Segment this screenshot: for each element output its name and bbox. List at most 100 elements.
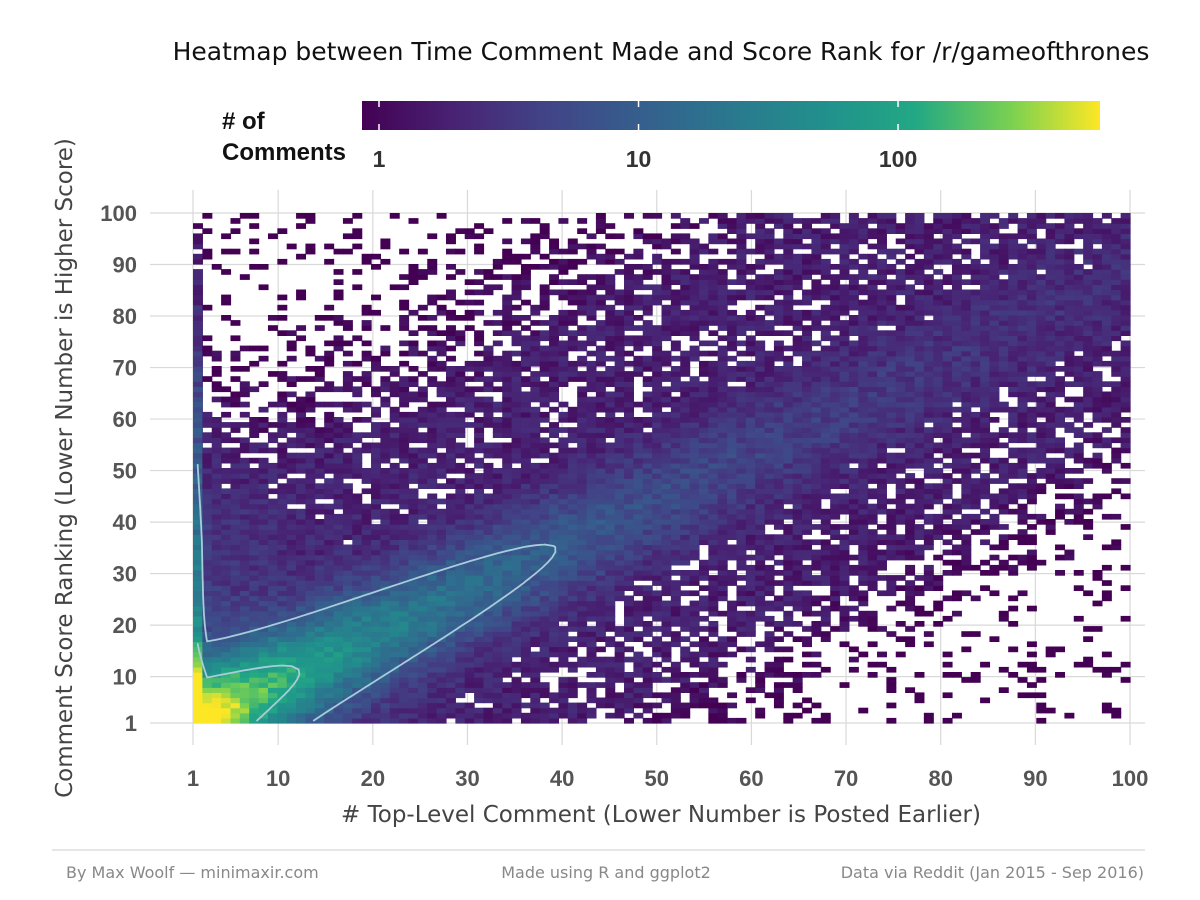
heat-cell [352,697,363,704]
heat-cell [539,580,550,586]
heat-cell [324,554,335,561]
heat-cell [680,488,691,495]
heat-cell [277,513,288,520]
heat-cell [680,651,691,658]
heat-cell [296,687,307,693]
heat-cell [755,422,766,428]
heat-cell [689,274,700,280]
heat-cell [474,299,485,306]
heat-cell [324,692,335,699]
heat-cell [483,687,494,693]
heat-cell [520,381,531,387]
heat-cell [764,391,775,398]
heat-cell [783,294,794,301]
heat-cell [445,503,456,510]
heat-cell [193,626,203,632]
heat-cell [689,289,700,296]
heat-cell [633,682,644,688]
heat-cell [445,422,456,428]
heat-cell [296,508,307,515]
heat-cell [624,406,634,413]
heat-cell [605,493,616,500]
heat-cell [211,687,222,693]
heat-cell [520,335,531,342]
heat-cell [595,345,606,352]
heat-cell [727,289,738,296]
heat-cell [727,544,738,551]
heat-cell [642,391,653,398]
heat-cell [633,570,644,576]
heat-cell [408,340,419,347]
heat-cell [539,330,550,336]
heat-cell [736,483,747,489]
heat-cell [661,304,672,311]
heat-cell [680,294,691,301]
heat-cell [727,508,738,515]
heat-cell [773,253,784,260]
heat-cell [286,570,297,576]
heat-cell [633,468,644,474]
heat-cell [314,610,325,617]
heat-cell [642,304,653,311]
heat-cell [445,355,456,362]
heat-cell [267,697,278,704]
heat-cell [745,248,756,255]
heat-cell [333,605,344,612]
heat-cell [380,376,391,382]
heat-cell [698,666,709,673]
heat-cell [539,712,550,719]
heat-cell [417,554,428,561]
heat-cell [380,549,391,556]
heat-cell [595,610,606,617]
heat-cell [689,330,700,336]
heat-cell [361,488,372,495]
heat-cell [455,468,466,474]
heat-cell [492,340,503,347]
heat-cell [614,473,625,479]
heat-cell [811,672,822,678]
heat-cell [249,457,260,464]
heat-cell [352,549,363,556]
heat-cell [483,717,494,724]
heat-cell [249,585,260,591]
heat-cell [445,508,456,515]
heat-cell [792,554,803,561]
heat-cell [633,253,644,260]
heat-cell [342,575,353,581]
heat-cell [305,666,316,673]
heat-cell [764,646,775,653]
heat-cell [792,513,803,520]
heat-cell [773,315,784,321]
heat-cell [727,386,738,393]
heat-cell [492,687,503,693]
heat-cell [389,432,400,438]
heat-cell [558,330,569,336]
heat-cell [502,702,513,709]
heat-cell [502,315,513,321]
heat-cell [652,233,663,240]
heat-cell [670,320,681,326]
heat-cell [708,590,719,597]
heat-cell [642,600,653,607]
heat-cell [595,682,606,688]
heat-cell [445,330,456,336]
heat-cell [755,712,766,719]
heat-cell [605,554,616,561]
heat-cell [474,503,485,510]
heat-cell [193,524,203,530]
heat-cell [698,615,709,622]
heat-cell [558,631,569,637]
heat-cell [698,468,709,474]
heat-cell [530,585,541,591]
heat-cell [577,529,588,535]
heat-cell [277,672,288,678]
heat-cell [802,641,813,648]
heat-cell [624,559,634,566]
heat-cell [577,294,588,301]
heat-cell [305,646,316,653]
heat-cell [698,360,709,367]
heat-cell [689,386,700,393]
heat-cell [652,355,663,362]
heat-cell [558,218,569,224]
heat-cell [773,284,784,291]
